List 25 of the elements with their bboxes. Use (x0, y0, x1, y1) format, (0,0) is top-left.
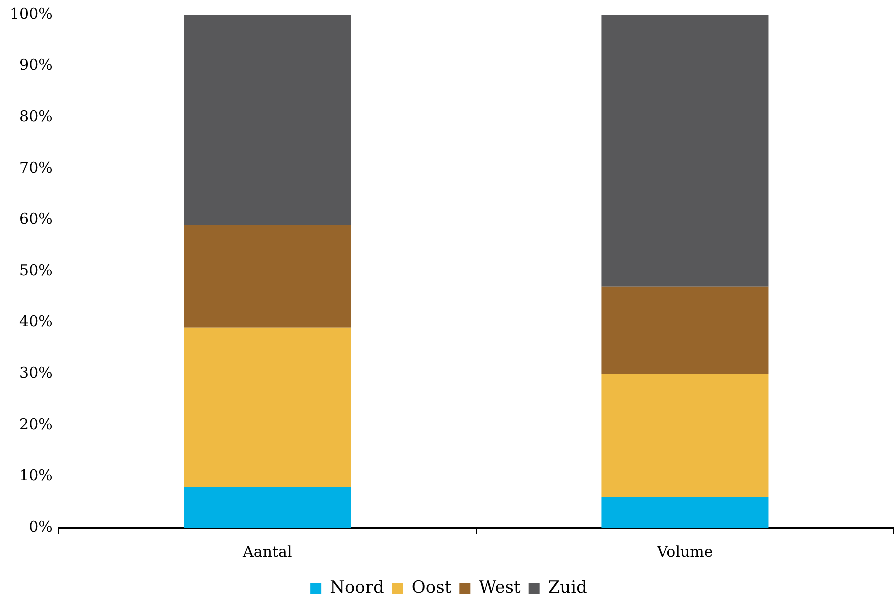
y-tick-label: 100% (10, 4, 53, 23)
legend-label: Zuid (548, 578, 588, 598)
y-tick-label: 0% (29, 518, 53, 536)
legend-label: Oost (412, 578, 452, 598)
bar (602, 15, 769, 287)
y-tick-label: 90% (20, 56, 53, 74)
x-tick-label: Aantal (242, 542, 292, 561)
y-tick-label: 20% (20, 415, 53, 434)
bar (184, 225, 352, 328)
y-tick-label: 40% (20, 312, 53, 331)
x-tick-label: Volume (656, 542, 714, 561)
bar (602, 497, 769, 528)
y-tick-label: 80% (20, 107, 53, 126)
y-tick-label: 70% (20, 158, 53, 177)
bar (184, 15, 352, 226)
y-tick-label: 10% (20, 466, 53, 485)
legend-label: Noord (330, 578, 385, 598)
y-tick-label: 50% (20, 261, 53, 280)
bar (602, 374, 769, 498)
bar (602, 286, 769, 374)
legend-label: West (479, 578, 522, 598)
y-tick-label: 30% (20, 364, 53, 382)
bar (184, 328, 352, 487)
bar (184, 486, 352, 528)
y-tick-label: 60% (20, 210, 53, 228)
